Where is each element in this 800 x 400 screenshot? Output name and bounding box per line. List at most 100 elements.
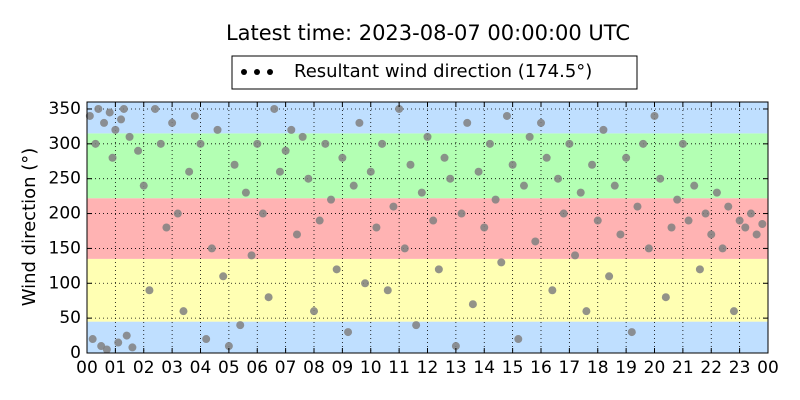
point bbox=[406, 160, 415, 169]
point bbox=[616, 230, 625, 239]
point bbox=[514, 335, 523, 344]
point bbox=[196, 139, 205, 148]
point bbox=[434, 265, 443, 274]
point bbox=[213, 125, 222, 134]
x-tick-label: 00 bbox=[757, 358, 779, 378]
point bbox=[451, 342, 460, 351]
x-tick-label: 03 bbox=[161, 358, 183, 378]
point bbox=[315, 216, 324, 225]
point bbox=[548, 286, 557, 295]
x-tick-label: 20 bbox=[644, 358, 666, 378]
point bbox=[108, 153, 117, 162]
point bbox=[735, 216, 744, 225]
point bbox=[519, 181, 528, 190]
point bbox=[502, 111, 511, 120]
point bbox=[537, 118, 545, 127]
point bbox=[253, 139, 262, 148]
axes: 0 50 100 150 200 250 300 350 00 01 02 03 04 05 06 07 08 0… bbox=[49, 99, 779, 378]
point bbox=[395, 104, 404, 113]
point bbox=[565, 139, 574, 148]
point bbox=[355, 118, 364, 127]
point bbox=[287, 125, 296, 134]
x-tick-label: 01 bbox=[105, 358, 127, 378]
y-tick-label: 150 bbox=[49, 238, 81, 258]
point bbox=[114, 338, 123, 347]
point bbox=[667, 223, 676, 232]
point bbox=[139, 181, 148, 190]
point bbox=[627, 328, 636, 337]
point bbox=[102, 345, 111, 354]
point bbox=[366, 167, 375, 176]
x-tick-label: 22 bbox=[700, 358, 722, 378]
point bbox=[156, 139, 165, 148]
legend: Resultant wind direction (174.5°) bbox=[231, 55, 638, 90]
point bbox=[100, 118, 109, 127]
point bbox=[372, 223, 381, 232]
point bbox=[423, 132, 432, 141]
point bbox=[122, 331, 131, 340]
point bbox=[707, 230, 716, 239]
point bbox=[701, 209, 710, 218]
y-tick-label: 250 bbox=[49, 169, 81, 189]
x-tick-label: 14 bbox=[473, 358, 495, 378]
point bbox=[275, 167, 284, 176]
point bbox=[338, 153, 347, 162]
point bbox=[219, 272, 228, 281]
x-tick-label: 11 bbox=[388, 358, 410, 378]
point bbox=[105, 108, 114, 117]
point bbox=[661, 293, 670, 302]
point bbox=[497, 258, 506, 267]
point bbox=[729, 307, 738, 316]
point bbox=[673, 195, 682, 204]
point bbox=[344, 328, 353, 337]
point bbox=[741, 223, 750, 232]
point bbox=[491, 195, 500, 204]
point bbox=[554, 174, 563, 183]
point bbox=[429, 216, 438, 225]
band bbox=[87, 133, 768, 199]
point bbox=[207, 244, 216, 253]
point bbox=[117, 115, 126, 124]
point bbox=[378, 139, 387, 148]
x-tick-label: 09 bbox=[332, 358, 354, 378]
point bbox=[91, 139, 100, 148]
point bbox=[202, 335, 211, 344]
point bbox=[332, 265, 341, 274]
point bbox=[650, 111, 659, 120]
point bbox=[576, 188, 585, 197]
point bbox=[599, 125, 608, 134]
point bbox=[304, 174, 313, 183]
point bbox=[173, 209, 182, 218]
point bbox=[224, 342, 233, 351]
point bbox=[128, 343, 137, 352]
point bbox=[94, 104, 103, 113]
point bbox=[633, 202, 642, 211]
x-tick-label: 04 bbox=[190, 358, 212, 378]
point bbox=[400, 244, 409, 253]
legend-marker bbox=[267, 69, 273, 75]
point bbox=[264, 293, 273, 302]
x-tick-label: 10 bbox=[360, 358, 382, 378]
point bbox=[695, 265, 704, 274]
point bbox=[162, 223, 171, 232]
point bbox=[559, 209, 568, 218]
point bbox=[119, 104, 128, 113]
point bbox=[746, 209, 755, 218]
x-tick-label: 00 bbox=[76, 358, 98, 378]
point bbox=[361, 279, 370, 288]
point bbox=[542, 153, 551, 162]
x-tick-label: 08 bbox=[303, 358, 325, 378]
point bbox=[718, 244, 727, 253]
y-axis-label: Wind direction (°) bbox=[19, 148, 40, 307]
point bbox=[321, 139, 330, 148]
point bbox=[639, 139, 648, 148]
point bbox=[236, 321, 245, 330]
points bbox=[85, 104, 767, 354]
point bbox=[457, 209, 466, 218]
point bbox=[605, 272, 614, 281]
point bbox=[230, 160, 239, 169]
point bbox=[678, 139, 687, 148]
point bbox=[85, 111, 94, 120]
point bbox=[525, 132, 534, 141]
